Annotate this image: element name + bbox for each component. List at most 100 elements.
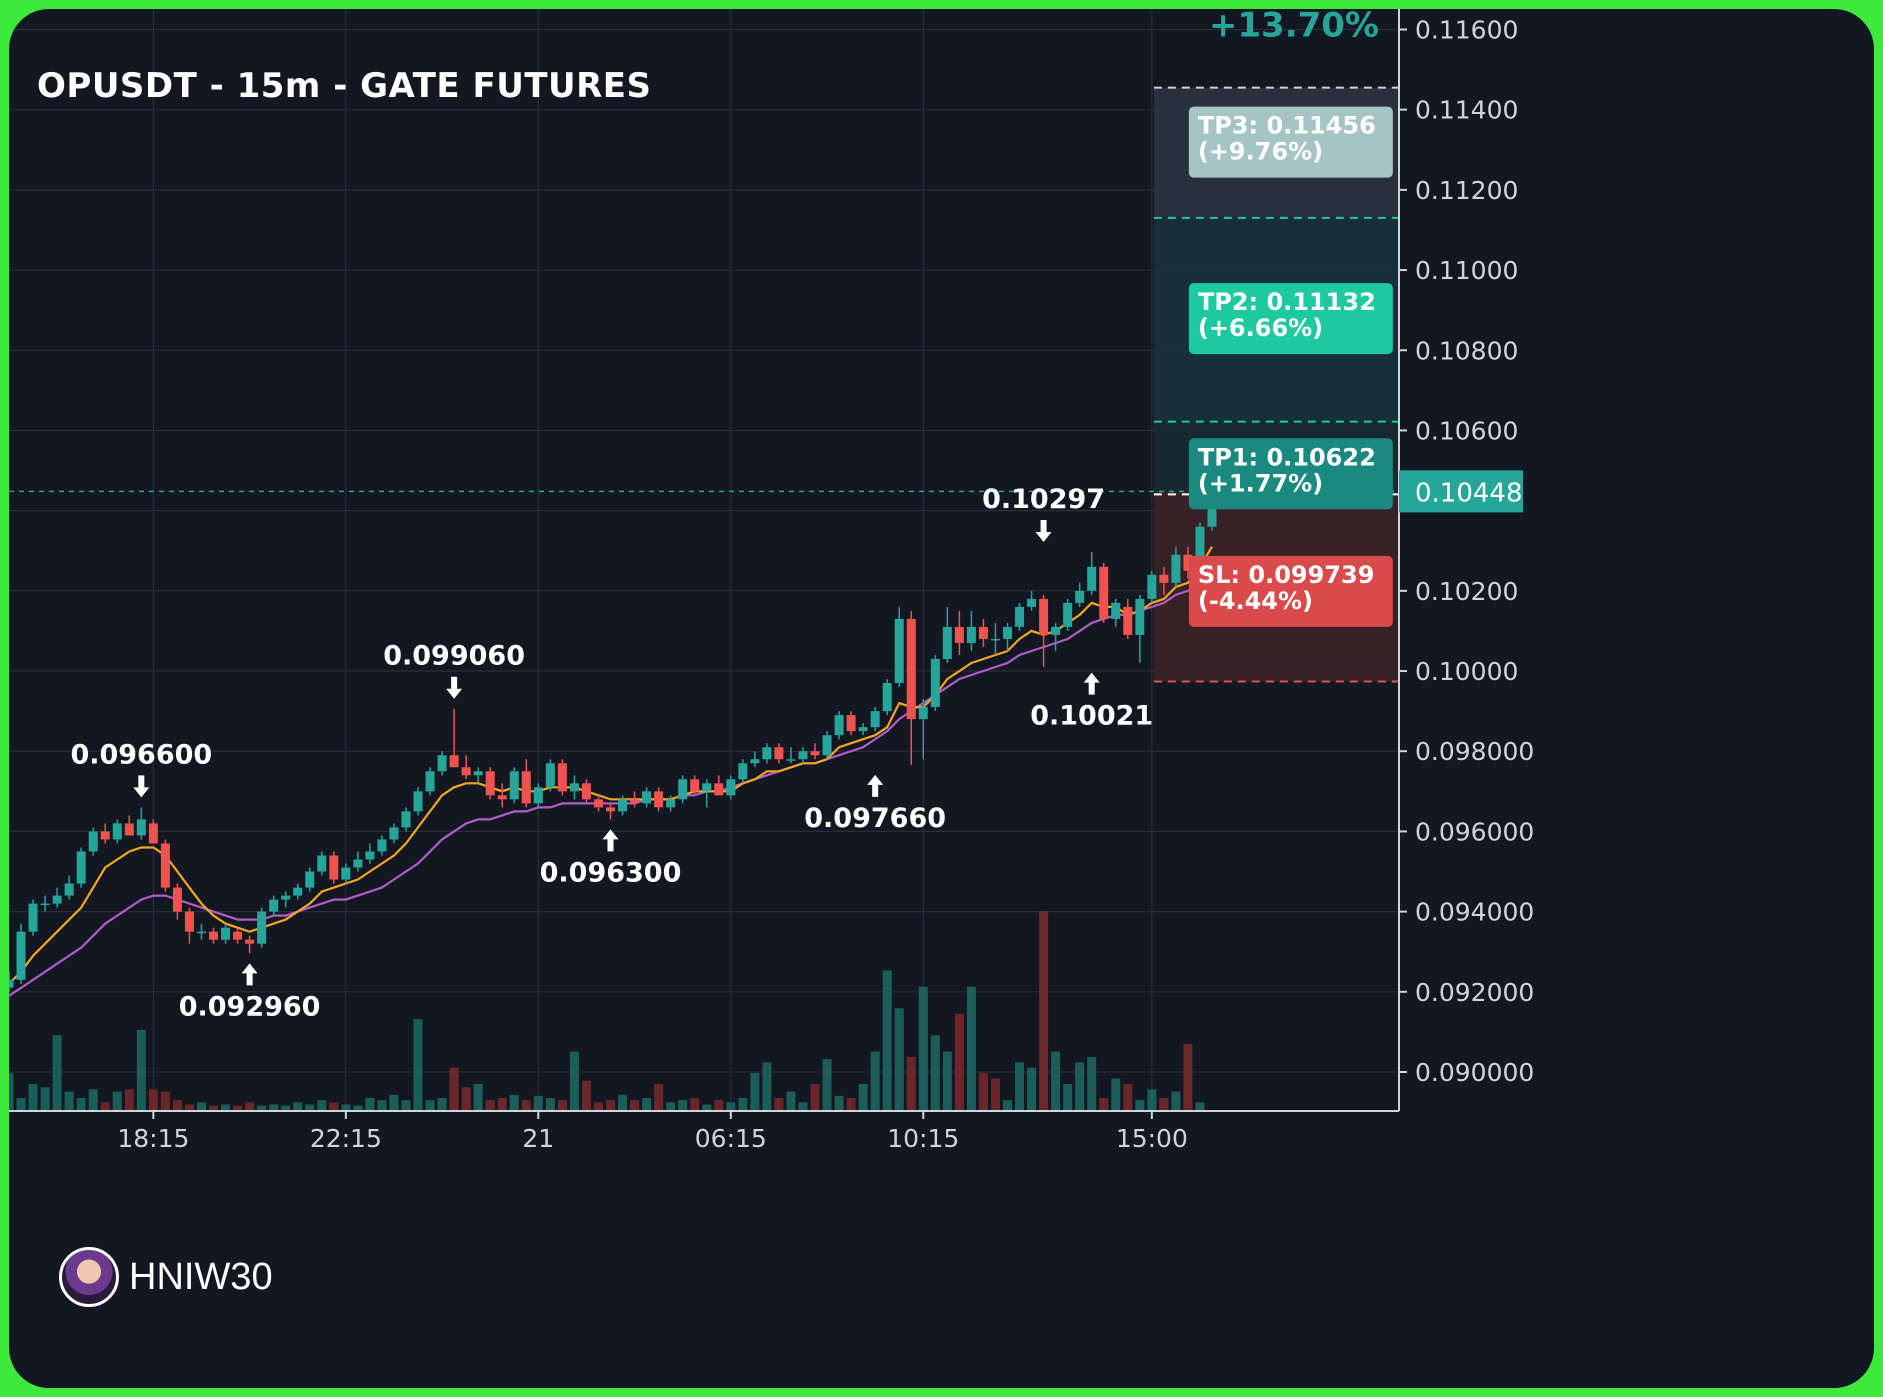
candle-body [365,851,375,860]
volume-bar [1075,1062,1085,1111]
candle [9,971,14,992]
sl-badge-pct: (-4.44%) [1198,587,1313,615]
sl-badge-bg [1188,555,1393,627]
volume-bar [184,1104,194,1111]
volume-bar [1171,1091,1181,1111]
candle [894,606,904,688]
volume-bar [245,1102,255,1111]
candle-body [1147,574,1157,599]
x-axis: 18:15 22:15 21 06:15 10:15 15:00 [117,1111,1188,1153]
candle-body [281,895,291,900]
price-annotation: 0.096600 [70,739,212,798]
candle [365,843,375,864]
candle [930,654,940,712]
candle-body [485,771,495,796]
volume-bar [1087,1056,1097,1111]
volume-bar [894,1008,904,1111]
candle-body [1015,606,1025,627]
candlestick-chart[interactable]: 0.096600 0.092960 0.099060 0.096300 0.097660… [9,9,1874,1388]
y-tick-label: 0.11600 [1415,15,1518,44]
candle-body [401,811,411,828]
candle-body [786,759,796,761]
volume-bar [738,1098,748,1111]
candle [1039,594,1049,668]
candle-body [990,638,1000,641]
tp3-badge-bg [1188,106,1393,178]
y-tick-label: 0.10200 [1415,577,1518,606]
candle [846,711,856,736]
candle-body [257,911,267,944]
volume-bar [1195,1102,1205,1111]
candle [257,907,267,948]
candle [1159,566,1169,595]
candle-body [1099,566,1109,619]
candle [533,783,543,808]
candle [461,755,471,780]
candle [1063,598,1073,631]
y-tick-label: 0.11400 [1415,96,1518,125]
volume-bar [774,1098,784,1111]
candle [377,835,387,856]
y-tick-label: 0.098000 [1415,737,1534,766]
volume-bar [148,1089,158,1111]
candle [281,891,291,908]
candle-body [1171,554,1181,583]
price-annotation: 0.10297 [982,484,1105,542]
candle-body [437,755,447,772]
candle-body [545,763,555,788]
volume-bar [233,1105,243,1111]
avatar [59,1247,119,1307]
max-gain-label: +13.70% [1209,9,1379,45]
volume-bar [425,1100,435,1111]
y-tick-label: 0.10800 [1415,336,1518,365]
candle [160,839,170,892]
tp3-badge: TP3: 0.11456(+9.76%) [1188,106,1393,178]
author-badge: HNIW30 [59,1247,273,1307]
candle [762,743,772,764]
volume-bar [822,1059,832,1111]
candle [858,723,868,736]
candle [654,787,664,812]
candle [389,823,399,844]
candle [954,610,964,655]
volume-bar [281,1105,291,1111]
price-annotation: 0.10021 [1030,672,1153,732]
volume-bar [521,1100,531,1111]
candle [834,711,844,740]
volume-bar [76,1098,86,1111]
volume-bar [437,1098,447,1111]
x-tick-label: 10:15 [887,1124,959,1153]
price-annotation: 0.096300 [540,829,681,888]
tp1-badge-pct: (+1.77%) [1198,469,1323,497]
candle-body [533,787,543,804]
candle [702,779,712,808]
candle [437,751,447,776]
candle-body [798,751,808,760]
candle-body [136,819,146,836]
volume-bar [209,1105,219,1111]
candle [88,827,98,856]
candle-body [1002,626,1012,639]
annotation-label: 0.097660 [804,803,946,834]
volume-bar [593,1102,603,1111]
candle-body [1183,554,1193,571]
volume-bar [966,986,976,1111]
candle-body [1039,598,1049,635]
annotation-label: 0.092960 [179,991,321,1022]
candle-body [9,979,14,988]
current-price-value: 0.10448 [1415,478,1523,508]
volume-bar [52,1035,62,1111]
author-name: HNIW30 [129,1255,273,1298]
candle [64,875,74,900]
ema-fast-line [9,546,1213,985]
candle-body [52,895,62,904]
candle-body [726,779,736,796]
candle [1135,594,1145,663]
x-tick-label: 15:00 [1116,1124,1188,1153]
volume-bar [702,1104,712,1111]
candle [978,618,988,647]
candle [990,622,1000,655]
volume-bar [557,1100,567,1111]
volume-bar [449,1067,459,1111]
candle-body [28,903,38,932]
